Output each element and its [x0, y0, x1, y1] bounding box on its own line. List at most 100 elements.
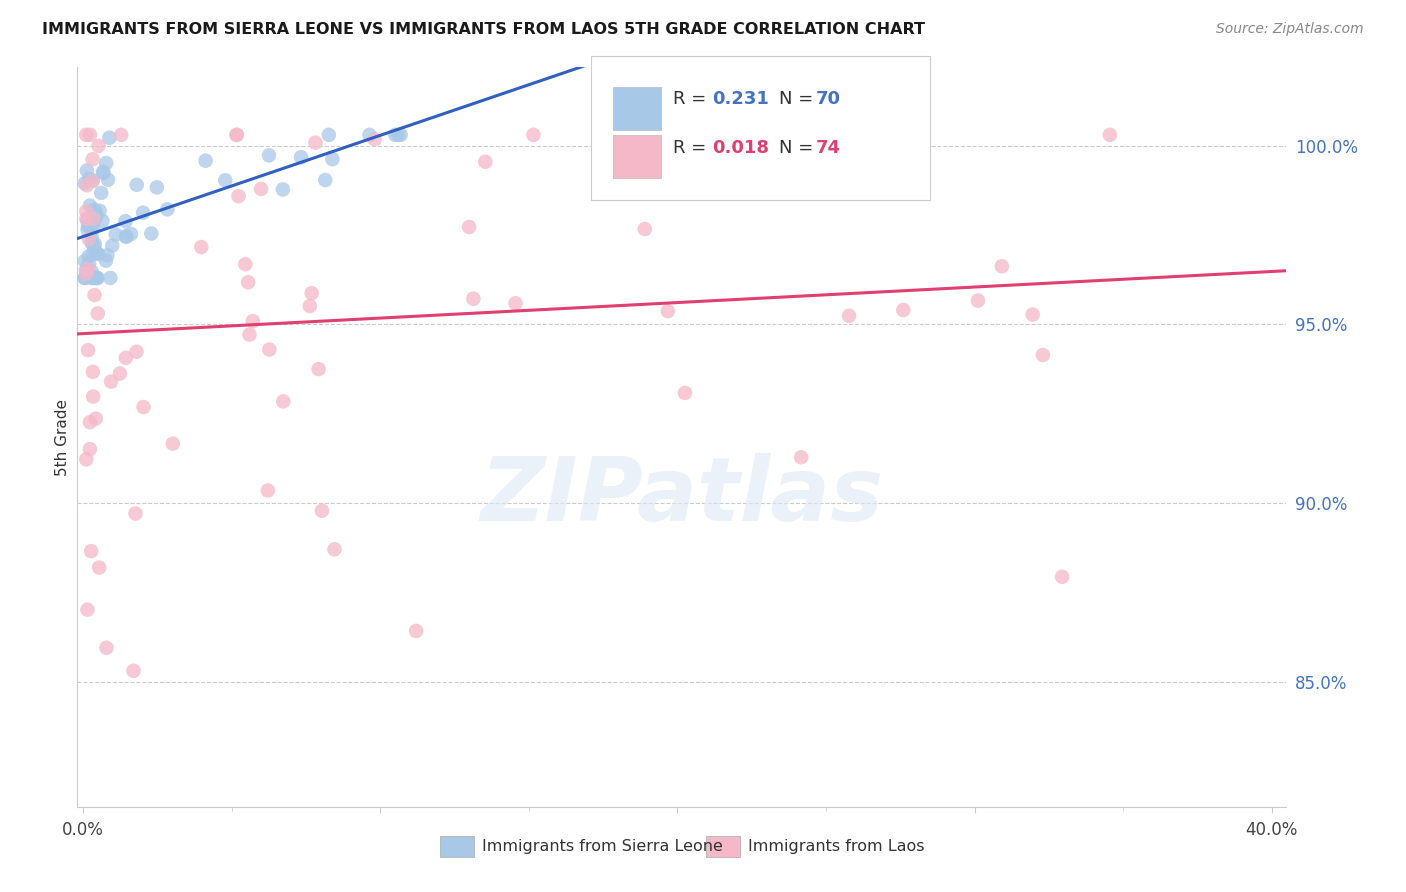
Point — [77, 249, 100, 263]
Point — [363, 132, 385, 146]
Text: R =: R = — [673, 139, 713, 157]
Text: 74: 74 — [815, 139, 841, 157]
Point — [290, 150, 312, 164]
Point — [314, 173, 336, 187]
Point — [405, 624, 427, 638]
Point — [100, 375, 122, 389]
Point — [114, 351, 136, 365]
Point — [76, 213, 98, 227]
Text: IMMIGRANTS FROM SIERRA LEONE VS IMMIGRANTS FROM LAOS 5TH GRADE CORRELATION CHART: IMMIGRANTS FROM SIERRA LEONE VS IMMIGRAN… — [42, 22, 925, 37]
Point — [87, 306, 110, 320]
Point — [311, 504, 333, 518]
Point — [73, 254, 96, 268]
Point — [73, 271, 96, 285]
Point — [321, 152, 343, 166]
Point — [298, 299, 321, 313]
Point — [323, 542, 346, 557]
Point — [115, 229, 138, 244]
Point — [75, 452, 97, 467]
Point — [84, 411, 107, 425]
Point — [967, 293, 990, 308]
Point — [146, 180, 169, 194]
Point — [89, 203, 111, 218]
Text: 0.231: 0.231 — [713, 90, 769, 108]
Point — [76, 163, 98, 178]
Point — [259, 343, 281, 357]
Point — [308, 362, 330, 376]
Point — [891, 303, 914, 318]
Point — [806, 152, 828, 166]
Point — [82, 390, 104, 404]
Text: N =: N = — [779, 90, 818, 108]
Point — [162, 436, 184, 450]
Point — [110, 128, 132, 142]
Point — [82, 152, 104, 166]
Point — [75, 211, 97, 226]
Point — [1021, 308, 1043, 322]
Point — [90, 186, 112, 200]
Point — [634, 222, 657, 236]
Point — [225, 128, 247, 142]
Point — [1032, 348, 1054, 362]
Point — [318, 128, 340, 142]
Point — [76, 178, 98, 193]
Point — [389, 128, 412, 142]
Point — [122, 664, 145, 678]
Point — [91, 214, 114, 228]
Point — [522, 128, 544, 142]
Point — [225, 128, 247, 142]
Point — [79, 198, 101, 212]
Text: Immigrants from Sierra Leone: Immigrants from Sierra Leone — [482, 839, 723, 854]
Point — [80, 544, 103, 558]
Point — [1050, 570, 1073, 584]
Point — [228, 189, 250, 203]
Point — [82, 174, 104, 188]
Point — [474, 154, 496, 169]
Point — [84, 271, 107, 285]
Point — [98, 130, 121, 145]
Point — [96, 640, 118, 655]
Point — [83, 202, 105, 217]
Point — [76, 262, 98, 277]
Point — [238, 327, 260, 342]
Point — [250, 182, 273, 196]
Point — [238, 275, 260, 289]
Point — [86, 271, 108, 285]
Point — [83, 205, 105, 219]
Point — [73, 271, 96, 285]
Point — [75, 128, 97, 142]
Point — [94, 253, 117, 268]
Text: Source: ZipAtlas.com: Source: ZipAtlas.com — [1216, 22, 1364, 37]
Point — [77, 219, 100, 233]
Point — [80, 264, 103, 278]
Point — [108, 367, 131, 381]
Point — [76, 222, 98, 236]
Point — [235, 257, 257, 271]
Point — [271, 394, 294, 409]
Point — [86, 246, 108, 260]
Point — [384, 128, 406, 142]
Point — [359, 128, 381, 142]
Point — [124, 507, 146, 521]
Point — [83, 213, 105, 227]
Point — [86, 271, 108, 285]
Point — [837, 128, 859, 142]
Point — [505, 296, 527, 310]
Point — [304, 136, 326, 150]
Point — [75, 204, 97, 219]
Point — [190, 240, 212, 254]
Point — [132, 205, 155, 219]
Point — [79, 415, 101, 429]
Point — [82, 211, 104, 226]
FancyBboxPatch shape — [613, 87, 661, 130]
Point — [83, 237, 105, 252]
Point — [93, 166, 115, 180]
Point — [75, 263, 97, 277]
Point — [82, 247, 104, 261]
Point — [458, 219, 481, 234]
Point — [838, 309, 860, 323]
Point — [257, 483, 280, 498]
Text: 0.018: 0.018 — [713, 139, 769, 157]
Point — [301, 286, 323, 301]
Text: Immigrants from Laos: Immigrants from Laos — [748, 839, 925, 854]
